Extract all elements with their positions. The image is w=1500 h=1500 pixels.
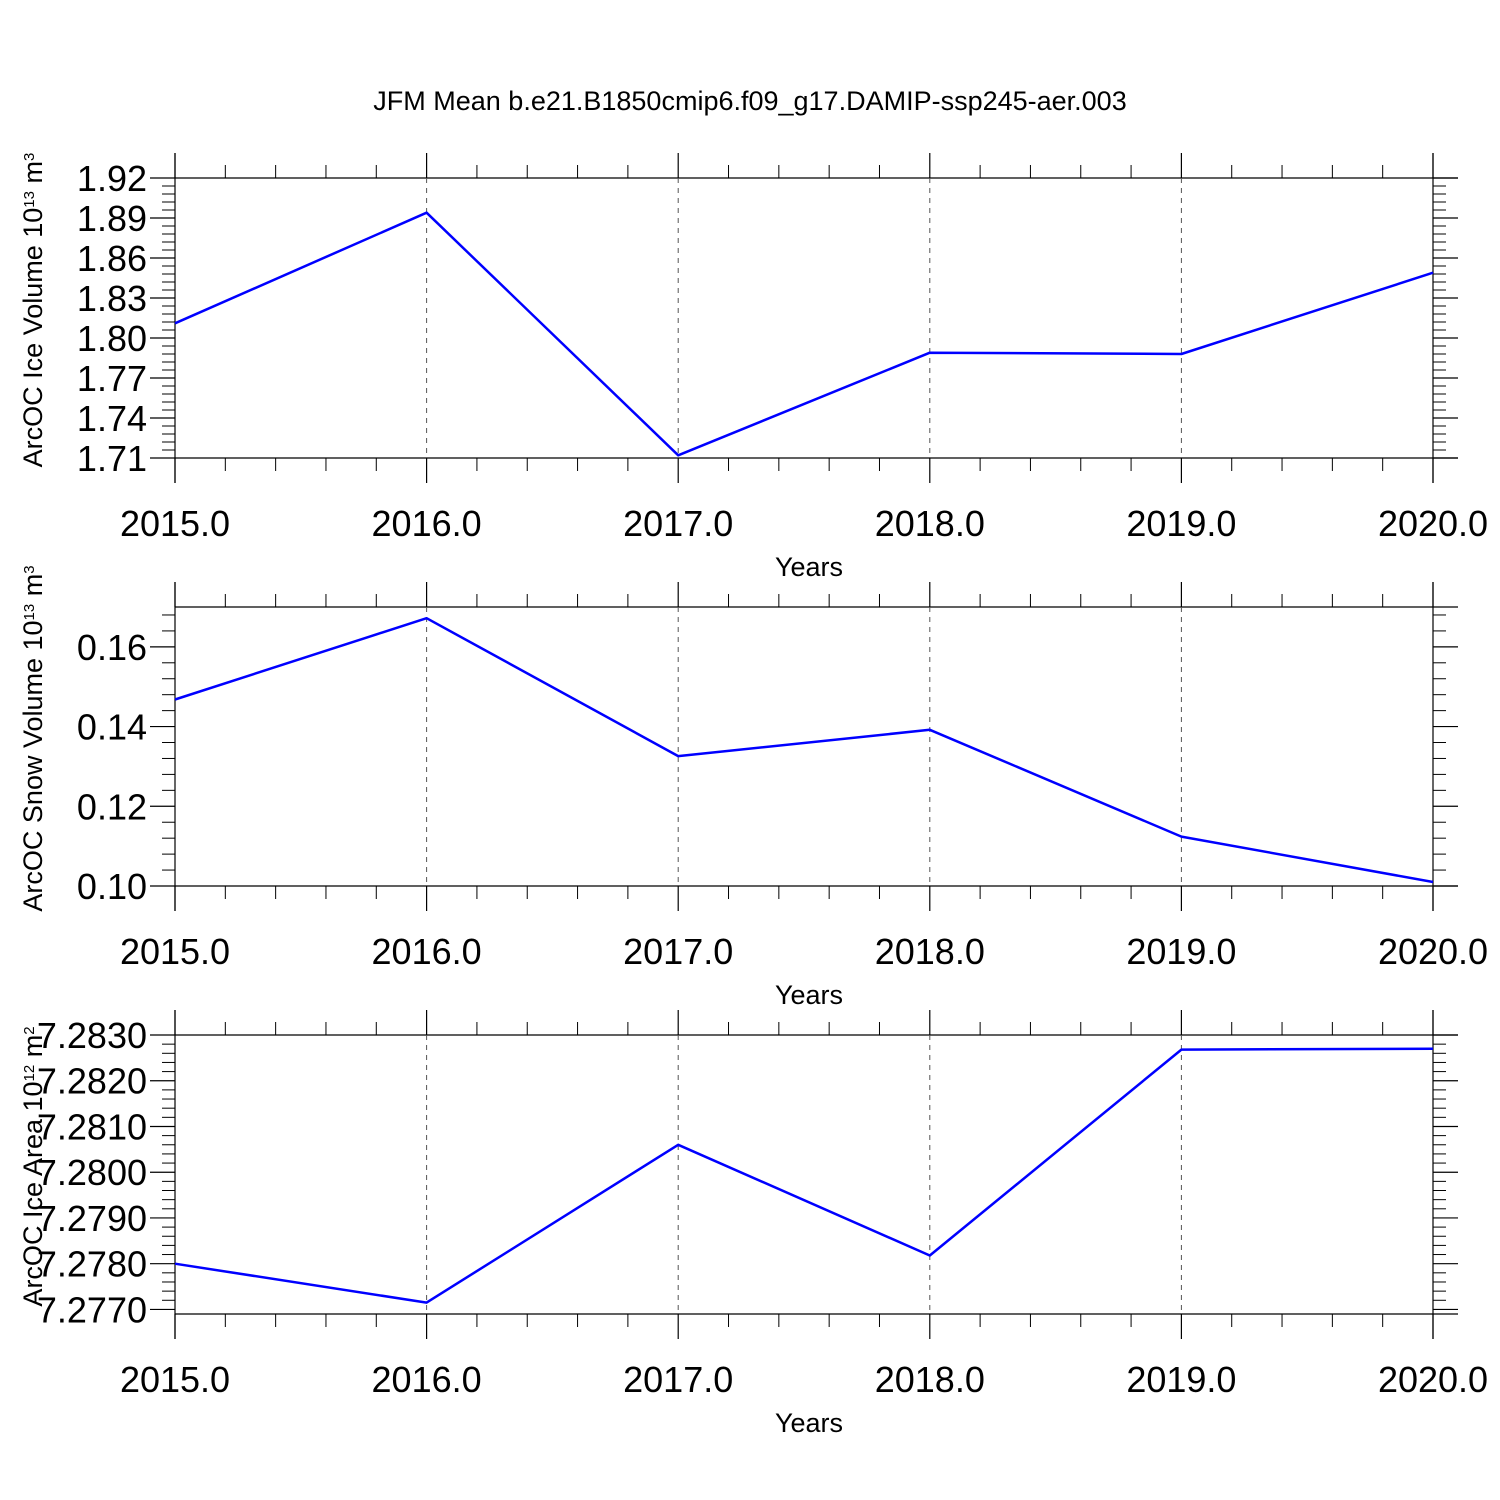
y-tick-label: 7.2810	[37, 1106, 147, 1147]
panel-3: 2015.0 2016.0 2017.0 2018.0 2019.0 2020.0 7.28…	[18, 1010, 1488, 1438]
y-tick-label: 1.89	[77, 198, 147, 239]
x-tick-label: 2017.0	[623, 503, 733, 544]
x-tick-label: 2018.0	[875, 931, 985, 972]
x-tick-label: 2015.0	[120, 931, 230, 972]
y-tick-label: 1.83	[77, 278, 147, 319]
y-tick-label: 1.77	[77, 358, 147, 399]
x-tick-label: 2018.0	[875, 503, 985, 544]
x-tick-label: 2016.0	[372, 1359, 482, 1400]
y-tick-label: 7.2820	[37, 1061, 147, 1102]
x-tick-label: 2016.0	[372, 931, 482, 972]
x-tick-label: 2017.0	[623, 1359, 733, 1400]
panel-1: 2015.0 2016.0 2017.0 2018.0 2019.0 2020.0 1.92…	[18, 153, 1488, 582]
y-tick-label: 1.74	[77, 398, 147, 439]
x-axis-title: Years	[775, 980, 843, 1010]
x-tick-label: 2020.0	[1378, 503, 1488, 544]
panel-2: 2015.0 2016.0 2017.0 2018.0 2019.0 2020.0 0.16…	[18, 565, 1488, 1010]
y-tick-label: 7.2780	[37, 1244, 147, 1285]
series-line	[174, 211, 1434, 457]
y-tick-label: 0.14	[77, 707, 147, 748]
y-tick-label: 7.2830	[37, 1015, 147, 1056]
x-tick-label: 2019.0	[1126, 931, 1236, 972]
x-tick-label: 2015.0	[120, 1359, 230, 1400]
y-tick-label: 1.71	[77, 438, 147, 479]
y-tick-label: 0.16	[77, 627, 147, 668]
y-tick-label: 7.2770	[37, 1289, 147, 1330]
series-line	[174, 616, 1434, 884]
chart-title: JFM Mean b.e21.B1850cmip6.f09_g17.DAMIP-…	[373, 86, 1126, 116]
series-line	[174, 1047, 1434, 1304]
x-tick-label: 2018.0	[875, 1359, 985, 1400]
y-axis-title: ArcOC Snow Volume 1013 m3	[18, 565, 48, 911]
x-tick-label: 2019.0	[1126, 1359, 1236, 1400]
x-tick-label: 2019.0	[1126, 503, 1236, 544]
y-tick-label: 0.10	[77, 866, 147, 907]
y-tick-label: 1.86	[77, 238, 147, 279]
x-tick-label: 2015.0	[120, 503, 230, 544]
y-tick-label: 0.12	[77, 786, 147, 827]
x-tick-label: 2020.0	[1378, 931, 1488, 972]
y-tick-label: 1.92	[77, 158, 147, 199]
y-tick-label: 1.80	[77, 318, 147, 359]
y-tick-label: 7.2790	[37, 1198, 147, 1239]
x-axis-title: Years	[775, 1408, 843, 1438]
y-axis-title: ArcOC Ice Area 1012 m2	[18, 1026, 48, 1306]
x-axis-title: Years	[775, 552, 843, 582]
x-tick-label: 2020.0	[1378, 1359, 1488, 1400]
y-tick-label: 7.2800	[37, 1152, 147, 1193]
x-tick-label: 2016.0	[372, 503, 482, 544]
y-axis-title: ArcOC Ice Volume 1013 m3	[18, 153, 48, 468]
x-tick-label: 2017.0	[623, 931, 733, 972]
